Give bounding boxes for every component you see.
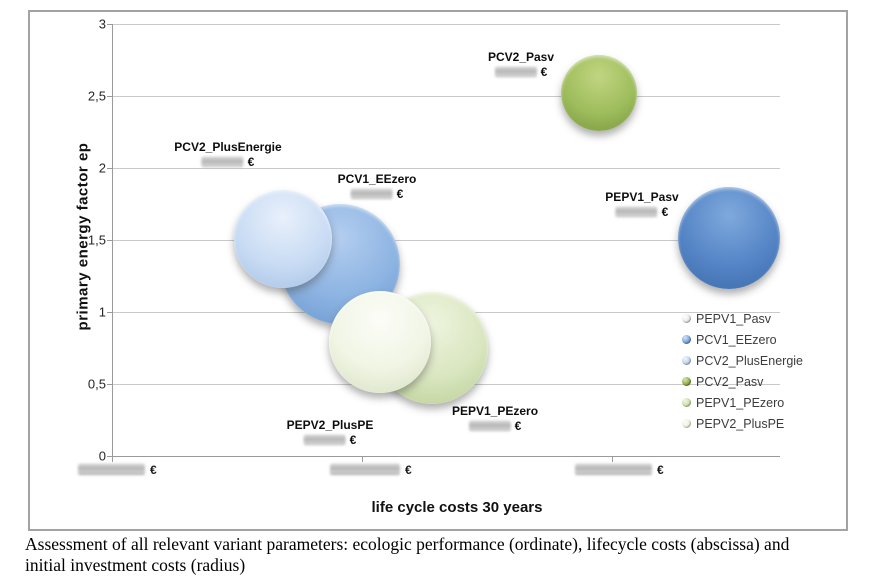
series-name: PEPV1_Pasv xyxy=(605,190,679,204)
bubble-pcv2-pasv[interactable] xyxy=(561,55,637,131)
x-axis-line xyxy=(112,456,780,457)
censored-x-value xyxy=(330,464,400,475)
legend-marker-icon xyxy=(682,398,691,407)
currency-symbol: € xyxy=(349,433,357,447)
y-tick xyxy=(107,456,112,457)
data-label-pepv2-pluspe: PEPV2_PlusPE € xyxy=(287,418,374,448)
bubble-pcv2-plusenergie[interactable] xyxy=(234,190,332,288)
y-tick xyxy=(107,96,112,97)
x-axis-title: life cycle costs 30 years xyxy=(371,499,543,516)
y-tick xyxy=(107,240,112,241)
legend-item-pcv1-eezero[interactable]: PCV1_EEzero xyxy=(682,329,812,350)
x-tick xyxy=(112,457,113,462)
caption-line-1: Assessment of all relevant variant param… xyxy=(25,534,790,554)
data-label-pepv1-pezero: PEPV1_PEzero € xyxy=(452,404,538,434)
legend-item-pcv2-plusenergie[interactable]: PCV2_PlusEnergie xyxy=(682,350,812,371)
currency-symbol: € xyxy=(405,463,412,477)
legend-item-pepv1-pasv[interactable]: PEPV1_Pasv xyxy=(682,308,812,329)
legend: PEPV1_Pasv PCV1_EEzero PCV2_PlusEnergie … xyxy=(682,308,812,434)
bubble-pepv1-pasv[interactable] xyxy=(678,187,780,289)
data-label-pepv1-pasv: PEPV1_Pasv € xyxy=(605,190,678,220)
y-tick-label: 2,5 xyxy=(87,88,106,104)
chart-frame: 3 2,5 2 1,5 1 0,5 0 primary energy facto… xyxy=(28,10,848,531)
legend-label: PEPV1_Pasv xyxy=(696,311,772,326)
censored-x-value xyxy=(78,464,145,475)
series-cost: € xyxy=(605,205,678,220)
gridline xyxy=(112,168,780,169)
gridline xyxy=(112,24,780,25)
censored-x-value xyxy=(575,464,652,475)
series-name: PEPV2_PlusPE xyxy=(286,418,374,432)
y-tick xyxy=(107,24,112,25)
series-cost: € xyxy=(452,419,538,434)
series-cost: € xyxy=(174,155,281,170)
currency-symbol: € xyxy=(514,419,522,433)
legend-marker-icon xyxy=(682,314,691,323)
y-tick-label: 3 xyxy=(98,16,106,32)
x-tick xyxy=(362,457,363,462)
legend-label: PCV2_PlusEnergie xyxy=(696,353,804,368)
x-tick xyxy=(612,457,613,462)
y-tick-label: 0,5 xyxy=(87,376,106,392)
currency-symbol: € xyxy=(657,463,664,477)
gridline xyxy=(112,240,780,241)
series-cost: € xyxy=(338,187,417,202)
y-tick-label: 1,5 xyxy=(87,232,106,248)
legend-item-pepv1-pezero[interactable]: PEPV1_PEzero xyxy=(682,392,812,413)
legend-marker-icon xyxy=(682,419,691,428)
y-tick xyxy=(107,168,112,169)
legend-item-pepv2-pluspe[interactable]: PEPV2_PlusPE xyxy=(682,413,812,434)
censored-cost-value xyxy=(494,67,537,77)
series-name: PEPV1_PEzero xyxy=(451,404,539,418)
currency-symbol: € xyxy=(661,205,669,219)
figure-caption: Assessment of all relevant variant param… xyxy=(25,534,870,576)
legend-label: PCV1_EEzero xyxy=(696,332,777,347)
gridline xyxy=(112,96,780,97)
censored-cost-value xyxy=(350,189,393,199)
censored-cost-value xyxy=(201,157,244,167)
series-name: PCV2_PlusEnergie xyxy=(174,140,282,154)
censored-cost-value xyxy=(303,435,346,445)
x-tick-label-3: € xyxy=(575,463,664,477)
data-label-pcv2-plusenergie: PCV2_PlusEnergie € xyxy=(174,140,281,170)
currency-symbol: € xyxy=(396,187,404,201)
x-tick-label-2: € xyxy=(330,463,412,477)
currency-symbol: € xyxy=(150,463,157,477)
bubble-pepv2-pluspe[interactable] xyxy=(329,291,431,393)
series-name: PCV1_EEzero xyxy=(337,172,417,186)
legend-label: PCV2_Pasv xyxy=(696,374,764,389)
y-axis-title: primary energy factor ep xyxy=(74,142,92,331)
currency-symbol: € xyxy=(247,155,255,169)
y-tick-label: 2 xyxy=(98,160,106,176)
y-tick-label: 0 xyxy=(98,448,106,464)
y-tick xyxy=(107,384,112,385)
data-label-pcv2-pasv: PCV2_Pasv € xyxy=(488,50,554,80)
caption-line-2: initial investment costs (radius) xyxy=(25,555,246,575)
series-name: PCV2_Pasv xyxy=(487,50,555,64)
series-cost: € xyxy=(488,65,554,80)
x-tick-label-1: € xyxy=(78,463,157,477)
censored-cost-value xyxy=(615,207,658,217)
legend-marker-icon xyxy=(682,377,691,386)
legend-label: PEPV2_PlusPE xyxy=(696,416,785,431)
y-axis-line xyxy=(112,24,113,456)
data-label-pcv1-eezero: PCV1_EEzero € xyxy=(338,172,417,202)
y-tick-label: 1 xyxy=(98,304,106,320)
currency-symbol: € xyxy=(540,65,548,79)
censored-cost-value xyxy=(468,421,511,431)
legend-marker-icon xyxy=(682,356,691,365)
legend-marker-icon xyxy=(682,335,691,344)
legend-label: PEPV1_PEzero xyxy=(696,395,785,410)
y-tick xyxy=(107,312,112,313)
legend-item-pcv2-pasv[interactable]: PCV2_Pasv xyxy=(682,371,812,392)
series-cost: € xyxy=(287,433,374,448)
